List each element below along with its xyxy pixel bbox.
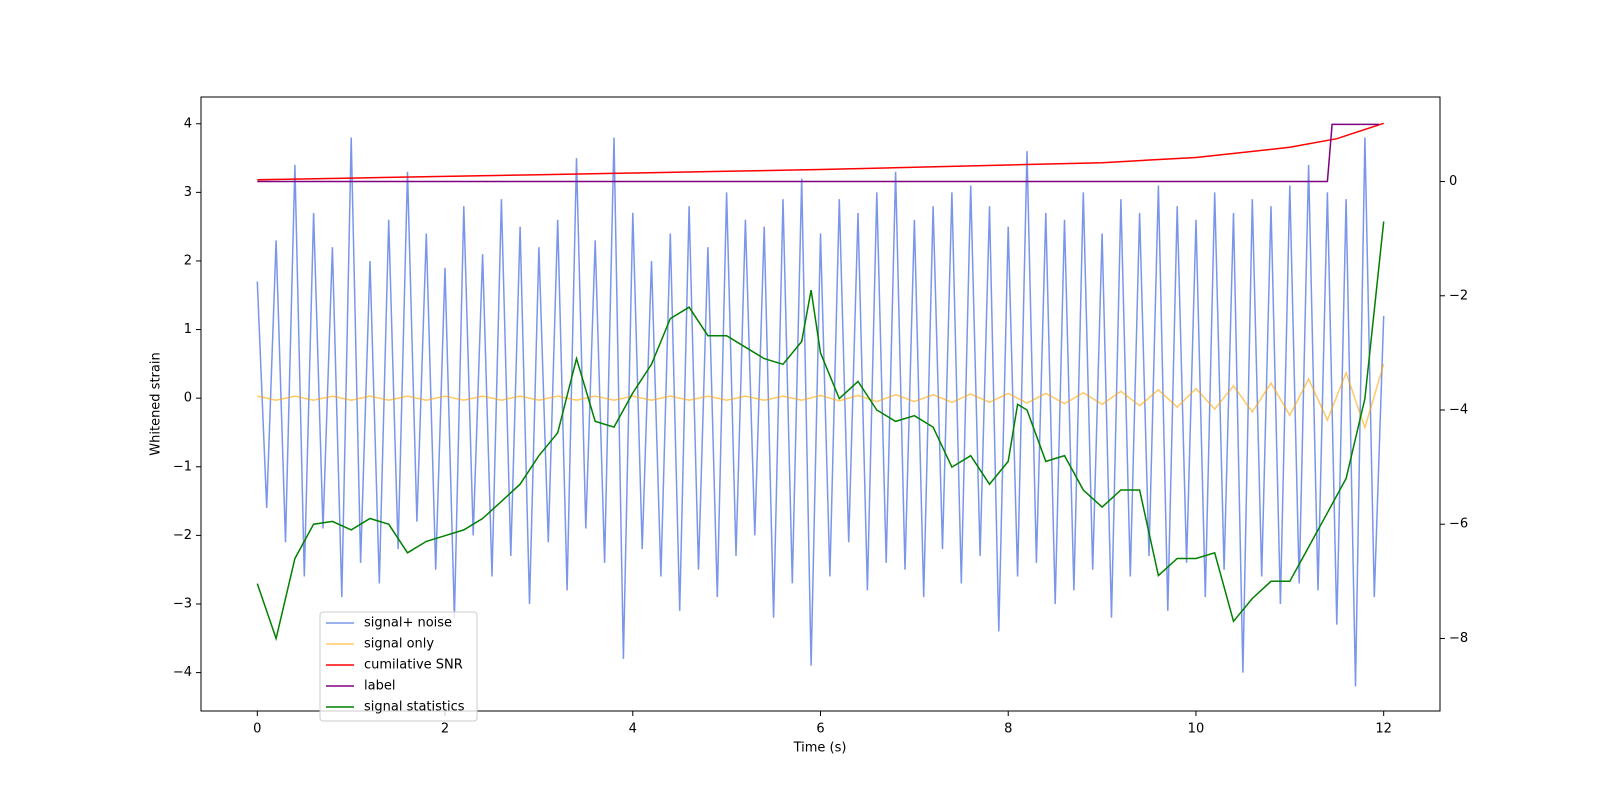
y-tick-label: 2 <box>184 253 192 268</box>
x-tick-label: 0 <box>253 722 261 737</box>
y2-tick-label: −2 <box>1449 288 1468 303</box>
legend-label: cumilative SNR <box>364 658 463 673</box>
y2-tick-label: −4 <box>1449 402 1468 417</box>
y-tick-label: −2 <box>173 528 192 543</box>
y-tick-label: −3 <box>173 596 192 611</box>
series-line <box>256 221 1385 642</box>
legend-label: signal only <box>364 637 434 652</box>
legend-label: signal+ noise <box>364 616 452 631</box>
y2-tick-label: −6 <box>1449 517 1468 532</box>
y-tick-label: 0 <box>184 391 192 406</box>
y2-tick-label: −8 <box>1449 631 1468 646</box>
x-tick-label: 12 <box>1375 722 1392 737</box>
y-tick-label: −1 <box>173 459 192 474</box>
series-line <box>257 123 1379 183</box>
y-tick-label: −4 <box>173 665 192 680</box>
y-axis-label: Whitened strain <box>149 352 164 455</box>
x-tick-label: 4 <box>629 722 637 737</box>
series-line <box>256 137 1385 687</box>
x-tick-label: 8 <box>1004 722 1012 737</box>
plot-frame <box>200 96 1441 712</box>
legend-box <box>319 611 478 722</box>
x-tick-label: 6 <box>816 722 824 737</box>
y-tick-label: 1 <box>184 322 192 337</box>
y-tick-label: 3 <box>184 185 192 200</box>
legend-label: signal statistics <box>364 700 465 715</box>
x-axis-label: Time (s) <box>793 741 847 756</box>
series-line <box>257 122 1384 181</box>
x-tick-label: 2 <box>441 722 449 737</box>
y2-tick-label: 0 <box>1449 174 1457 189</box>
legend-label: label <box>364 679 395 694</box>
y-tick-label: 4 <box>184 116 192 131</box>
x-tick-label: 10 <box>1188 722 1205 737</box>
series-line <box>257 363 1385 431</box>
